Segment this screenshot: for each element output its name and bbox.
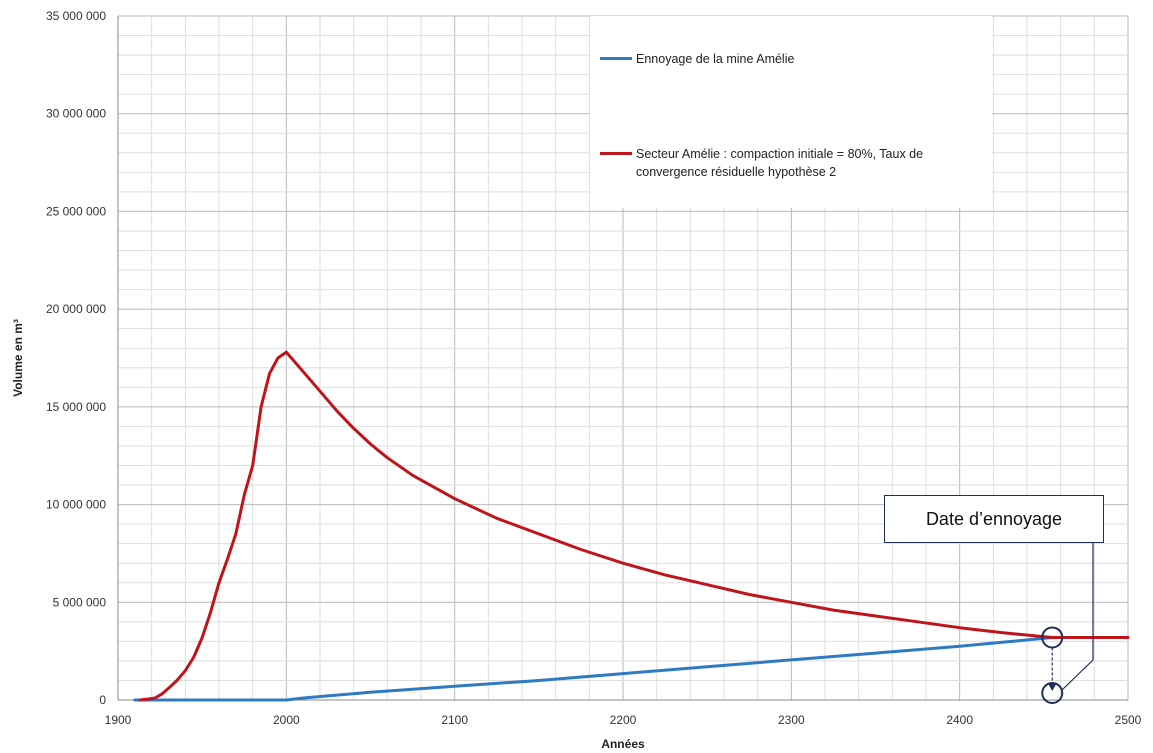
- y-axis-ticks: 0 5 000 000 10 000 000 15 000 000 20 000 000…: [46, 9, 106, 707]
- x-tick-label: 2500: [1115, 713, 1142, 727]
- x-tick-label: 2100: [441, 713, 468, 727]
- x-tick-label: 1900: [105, 713, 132, 727]
- annotation-callout: Date d’ennoyage: [884, 495, 1104, 543]
- y-tick-label: 30 000 000: [46, 107, 106, 121]
- y-tick-label: 5 000 000: [53, 595, 107, 609]
- y-tick-label: 10 000 000: [46, 498, 106, 512]
- legend: Ennoyage de la mine Amélie Secteur Améli…: [590, 16, 992, 208]
- legend-swatch-blue: [600, 57, 632, 60]
- series-line-1: [138, 350, 1130, 702]
- y-tick-label: 20 000 000: [46, 302, 106, 316]
- annotation-connector: [1061, 543, 1094, 691]
- series-line-0: [133, 636, 1054, 702]
- x-tick-label: 2200: [610, 713, 637, 727]
- y-tick-label: 15 000 000: [46, 400, 106, 414]
- legend-item-secteur: Secteur Amélie : compaction initiale = 8…: [600, 145, 996, 181]
- legend-swatch-red: [600, 152, 632, 155]
- y-tick-label: 0: [99, 693, 106, 707]
- x-tick-label: 2000: [273, 713, 300, 727]
- y-axis-label: Volume en m³: [11, 319, 25, 397]
- x-tick-label: 2400: [946, 713, 973, 727]
- y-tick-label: 25 000 000: [46, 204, 106, 218]
- x-axis-ticks: 1900 2000 2100 2200 2300 2400 2500: [105, 713, 1142, 727]
- legend-label-ennoyage: Ennoyage de la mine Amélie: [636, 52, 795, 66]
- y-tick-label: 35 000 000: [46, 9, 106, 23]
- legend-label-secteur: Secteur Amélie : compaction initiale = 8…: [636, 147, 924, 179]
- grid-lines: [117, 15, 1129, 701]
- annotation-markers: [1041, 543, 1094, 704]
- x-tick-label: 2300: [778, 713, 805, 727]
- x-axis-label: Années: [601, 737, 645, 751]
- legend-item-ennoyage: Ennoyage de la mine Amélie: [600, 50, 996, 68]
- annotation-arrowhead: [1048, 684, 1057, 691]
- series-lines: [133, 350, 1130, 702]
